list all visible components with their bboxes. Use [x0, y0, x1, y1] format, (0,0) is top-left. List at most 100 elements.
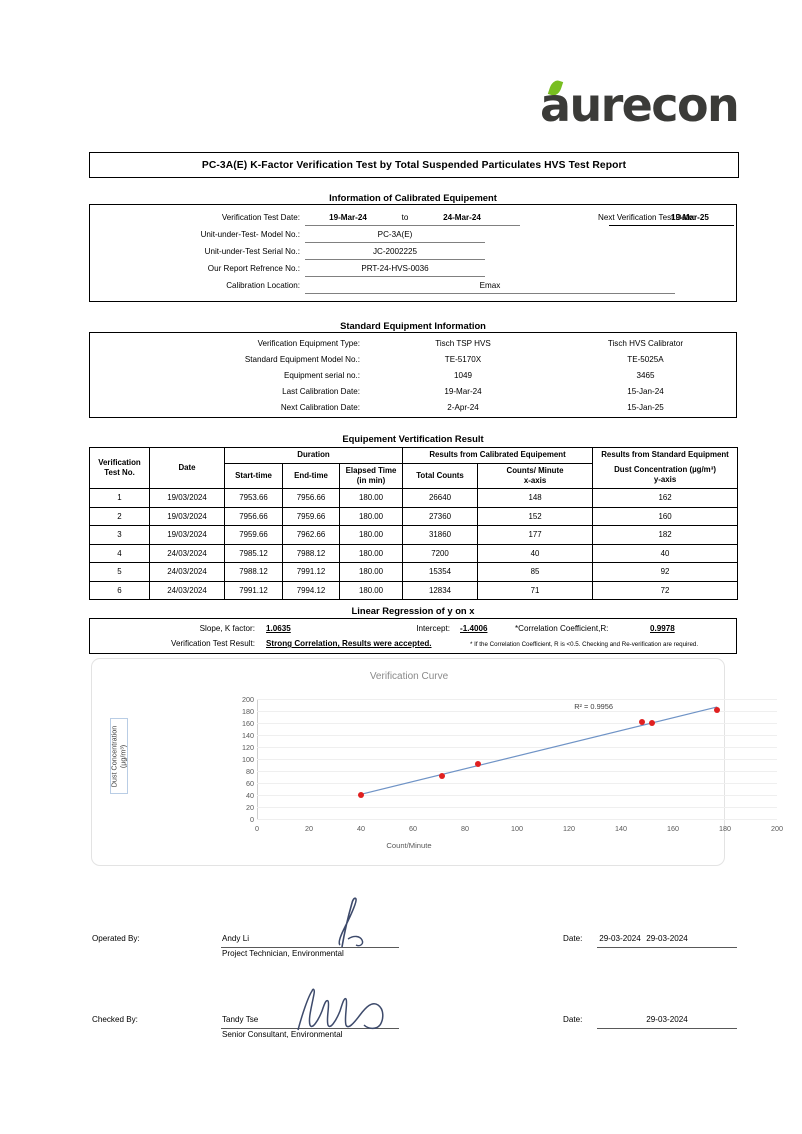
th-calibrated: Results from Calibrated Equipement — [402, 447, 594, 464]
standard-info-box: Verification Equipment Type: Tisch TSP H… — [89, 332, 737, 418]
th-standard-group: Results from Standard Equipment — [601, 450, 729, 460]
cell-dust: 160 — [592, 506, 739, 526]
page-title-text: PC-3A(E) K-Factor Verification Test by T… — [201, 159, 627, 171]
cell-end: 7994.12 — [282, 580, 340, 600]
th-counts-minute-l2: x-axis — [523, 476, 547, 485]
cell-date: 24/03/2024 — [149, 543, 225, 563]
cell-no: 1 — [89, 488, 150, 508]
checked-date-line — [597, 1028, 737, 1029]
cell-start: 7956.66 — [224, 506, 283, 526]
cell-cpm: 40 — [477, 543, 594, 563]
cell-dust: 182 — [592, 525, 739, 545]
model-no-label: Unit-under-Test- Model No.: — [200, 230, 300, 239]
std-row-3-col1: 19-Mar-24 — [444, 387, 482, 396]
gridline — [257, 819, 777, 820]
th-verification-test-no: Verification Test No. — [89, 447, 150, 489]
cell-no: 5 — [89, 562, 150, 582]
y-axis-label-text: Dust Concentration (µg/m³) — [110, 725, 128, 787]
operated-date-value: 29-03-2024 — [646, 934, 688, 943]
y-axis-tick: 60 — [246, 779, 254, 788]
x-axis-tick: 40 — [357, 824, 365, 833]
cell-no: 2 — [89, 506, 150, 526]
y-axis-tick: 80 — [246, 767, 254, 776]
serial-no-value: JC-2002225 — [372, 247, 418, 256]
checked-date-value: 29-03-2024 — [646, 1015, 688, 1024]
th-date: Date — [149, 447, 225, 489]
cell-end: 7956.66 — [282, 488, 340, 508]
gridline — [257, 759, 777, 760]
verification-test-date-to: 24-Mar-24 — [443, 213, 481, 222]
x-axis-tick: 160 — [667, 824, 679, 833]
cell-date: 19/03/2024 — [149, 488, 225, 508]
cell-total: 31860 — [402, 525, 479, 545]
result-table-caption: Equipement Vertification Result — [342, 433, 484, 444]
th-elapsed-l1: Elapsed Time — [345, 465, 397, 475]
cell-start: 7991.12 — [224, 580, 283, 600]
cell-dust: 162 — [592, 488, 739, 508]
checked-by-name: Tandy Tse — [222, 1015, 259, 1024]
operated-by-signature — [338, 897, 364, 948]
table-row: 5 24/03/2024 7988.12 7991.12 180.00 15354 85 92 — [89, 562, 739, 582]
calibrated-info-box: Verification Test Date: 19-Mar-24 to 24-… — [89, 204, 737, 302]
th-standard: Results from Standard Equipment Dust Con… — [592, 447, 739, 489]
cell-cpm: 177 — [477, 525, 594, 545]
next-verification-test-date-label: Next Verification Test Date: — [597, 213, 695, 222]
next-date-underline — [609, 225, 734, 226]
cell-total: 12834 — [402, 580, 479, 600]
th-counts-minute: Counts/ Minute x-axis — [477, 463, 594, 489]
std-row-1-label: Standard Equipment Model No.: — [244, 355, 360, 364]
checked-by-line — [221, 1028, 399, 1029]
standard-info-caption: Standard Equipment Information — [340, 320, 486, 331]
date-underline-1 — [305, 225, 520, 226]
y-axis-tick: 140 — [242, 731, 254, 740]
regression-box: Slope, K factor: 1.0635 Intercept: -1.40… — [89, 618, 737, 654]
cell-elapsed: 180.00 — [338, 562, 404, 582]
cell-date: 19/03/2024 — [149, 506, 225, 526]
cell-no: 6 — [89, 580, 150, 600]
std-row-3-col2: 15-Jan-24 — [627, 387, 664, 396]
cell-cpm: 85 — [477, 562, 594, 582]
std-row-2-col1: 1049 — [453, 371, 472, 380]
cell-start: 7959.66 — [224, 525, 283, 545]
report-reference-underline — [305, 276, 485, 277]
correlation-value: 0.9978 — [650, 624, 675, 633]
y-axis-tick: 0 — [250, 815, 254, 824]
std-row-0-col1: Tisch TSP HVS — [435, 339, 491, 348]
next-verification-test-date-value: 19-Mar-25 — [671, 213, 709, 222]
r-squared-annotation: R² = 0.9956 — [574, 701, 614, 711]
cell-start: 7988.12 — [224, 562, 283, 582]
table-row: 3 19/03/2024 7959.66 7962.66 180.00 31860 177 1… — [89, 525, 739, 545]
gridline — [257, 711, 777, 712]
cell-elapsed: 180.00 — [338, 543, 404, 563]
cell-total: 15354 — [402, 562, 479, 582]
std-row-1-col1: TE-5170X — [444, 355, 482, 364]
date-range-to-label: to — [401, 213, 409, 222]
intercept-value: -1.4006 — [460, 624, 488, 633]
cell-cpm: 148 — [477, 488, 594, 508]
cell-end: 7959.66 — [282, 506, 340, 526]
x-axis-tick: 80 — [461, 824, 469, 833]
x-axis-tick: 0 — [255, 824, 259, 833]
x-axis-tick: 140 — [615, 824, 627, 833]
cell-cpm: 152 — [477, 506, 594, 526]
operated-by-role: Project Technician, Environmental — [222, 949, 344, 958]
std-row-4-col1: 2-Apr-24 — [447, 403, 479, 412]
operated-date-line — [597, 947, 737, 948]
cell-elapsed: 180.00 — [338, 525, 404, 545]
chart-plot-area: 0 20 40 60 80 100 120 140 160 180 200 0 20 40 60 80 100 1… — [242, 695, 783, 833]
operated-by-label: Operated By: — [92, 934, 140, 943]
cell-date: 24/03/2024 — [149, 580, 225, 600]
checked-by-role: Senior Consultant, Environmental — [222, 1030, 343, 1039]
std-row-3-label: Last Calibration Date: — [282, 387, 360, 396]
verification-result-table: Verification Test No. Date Duration Resu… — [89, 447, 739, 600]
serial-no-label: Unit-under-Test Serial No.: — [204, 247, 300, 256]
cell-start: 7953.66 — [224, 488, 283, 508]
table-row: 6 24/03/2024 7991.12 7994.12 180.00 12834 71 72 — [89, 580, 739, 600]
th-elapsed-l2: (in min) — [356, 476, 386, 485]
trendline — [360, 706, 718, 795]
gridline — [257, 723, 777, 724]
cell-elapsed: 180.00 — [338, 488, 404, 508]
cell-elapsed: 180.00 — [338, 506, 404, 526]
th-counts-minute-l1: Counts/ Minute — [506, 465, 564, 475]
gridline — [257, 771, 777, 772]
